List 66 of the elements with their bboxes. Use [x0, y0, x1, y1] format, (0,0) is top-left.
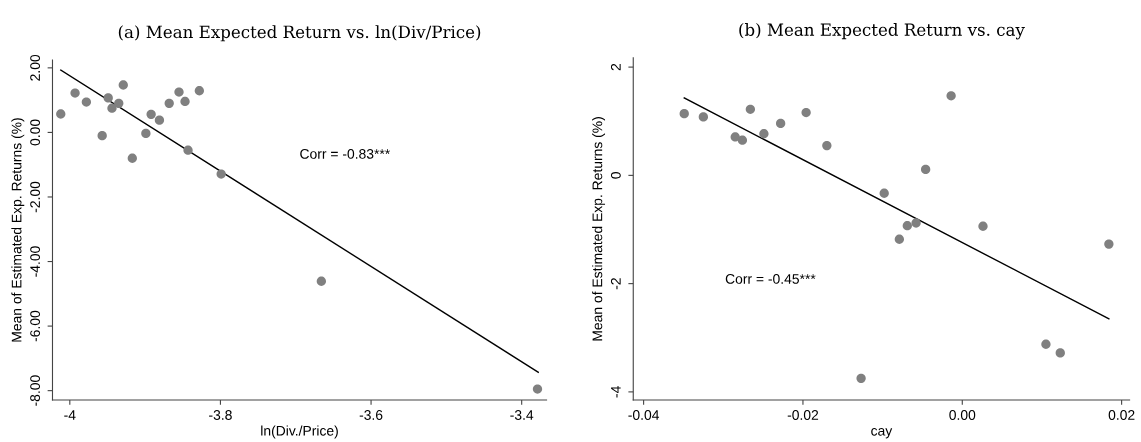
point [180, 96, 190, 107]
point [103, 93, 113, 103]
point [1104, 239, 1114, 249]
chart-title: (a) Mean Expected Return vs. ln(Div/Price) [118, 25, 481, 42]
x-tick-label: 0.02 [1108, 410, 1135, 420]
point [978, 221, 988, 231]
y-tick-label: -4.00 [30, 246, 41, 277]
point [81, 97, 92, 107]
annotation: Corr = -0.45*** [725, 273, 816, 284]
point [56, 109, 66, 119]
point [856, 373, 866, 384]
point [946, 91, 956, 101]
point [127, 153, 137, 163]
y-axis-title: Mean of Estimated Exp. Returns (%) [11, 118, 25, 342]
point [737, 135, 748, 145]
point [146, 109, 156, 119]
point [154, 115, 165, 125]
x-tick-label: -3.4 [510, 410, 534, 420]
point [911, 218, 921, 228]
point [1041, 339, 1051, 349]
y-tick-label: 2 [610, 63, 621, 71]
annotation: Corr = -0.83*** [300, 148, 390, 159]
point [902, 221, 912, 231]
point [118, 80, 128, 90]
point [1055, 348, 1065, 358]
point [801, 107, 811, 118]
point [183, 145, 193, 155]
chart-title: (b) Mean Expected Return vs. cay [739, 23, 1025, 40]
point [107, 103, 117, 113]
point [759, 129, 769, 139]
point [822, 140, 832, 151]
y-tick-label: -4 [611, 386, 621, 398]
point [216, 169, 226, 179]
point [745, 104, 756, 114]
x-tick-label: -0.02 [787, 410, 819, 420]
x-axis-title: cay [871, 428, 893, 439]
point [114, 98, 124, 109]
y-tick-label: 0 [610, 172, 621, 179]
point [141, 128, 151, 139]
point [194, 86, 204, 96]
point [894, 234, 905, 244]
x-tick-label: -0.04 [628, 410, 660, 420]
point [775, 118, 786, 129]
x-axis-title: ln(Div./Price) [261, 425, 338, 439]
x-tick-label: -4 [64, 410, 76, 420]
point [879, 188, 889, 198]
y-tick-label: -2.00 [30, 181, 41, 213]
x-tick-label: -3.8 [209, 410, 232, 420]
y-tick-label: -8.00 [30, 375, 41, 406]
point [532, 384, 543, 394]
point [698, 112, 709, 122]
y-tick-label: 2.00 [30, 54, 41, 81]
point [70, 88, 80, 98]
point [920, 164, 931, 175]
point [679, 109, 689, 119]
x-tick-label: 0.00 [949, 410, 976, 420]
point [730, 132, 740, 142]
y-tick-label: -2 [610, 278, 621, 290]
point [174, 87, 184, 97]
x-tick-label: -3.6 [359, 410, 383, 420]
y-axis-title: Mean of Estimated Exp. Returns (%) [592, 117, 606, 341]
point [316, 276, 327, 286]
y-tick-label: -6.00 [30, 310, 41, 342]
y-tick-label: 0.00 [30, 119, 41, 146]
point [164, 98, 174, 109]
point [97, 130, 107, 141]
